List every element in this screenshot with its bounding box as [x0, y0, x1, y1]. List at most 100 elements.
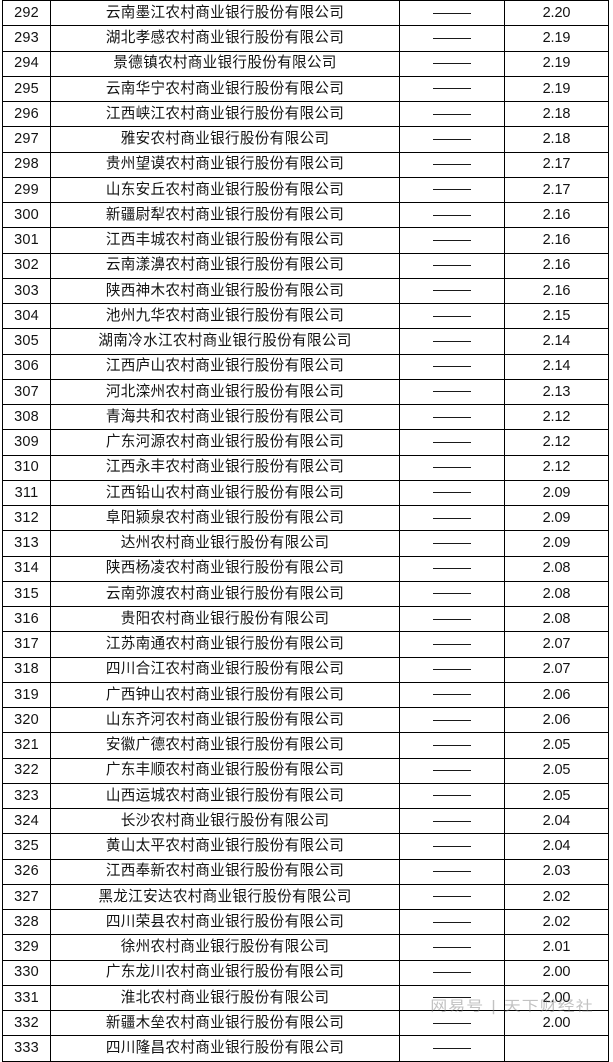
rank-cell: 299: [2, 176, 51, 204]
note-dash-cell: [399, 353, 505, 380]
value-cell: 2.20: [504, 0, 609, 27]
em-dash-icon: [433, 694, 471, 696]
rank-cell: 333: [2, 1035, 51, 1062]
table-row: 292 云南墨江农村商业银行股份有限公司 2.20: [2, 0, 609, 27]
em-dash-icon: [433, 744, 471, 746]
note-dash-cell: [399, 378, 505, 406]
rank-cell: 297: [2, 126, 51, 153]
note-dash-cell: [399, 126, 505, 153]
table-row: 303 陕西神木农村商业银行股份有限公司 2.16: [2, 277, 609, 305]
em-dash-icon: [433, 138, 471, 140]
rank-cell: 293: [2, 25, 51, 52]
table-row: 316 贵阳农村商业银行股份有限公司 2.08: [2, 605, 609, 633]
rank-cell: 320: [2, 706, 51, 734]
rank-cell: 295: [2, 75, 51, 103]
note-dash-cell: [399, 1009, 505, 1037]
bank-name-cell: 江西铅山农村商业银行股份有限公司: [50, 479, 400, 507]
bank-name-cell: 黑龙江安达农村商业银行股份有限公司: [50, 883, 400, 911]
bank-name-cell: 景德镇农村商业银行股份有限公司: [50, 50, 400, 77]
em-dash-icon: [433, 214, 471, 216]
note-dash-cell: [399, 908, 505, 936]
rank-cell: 311: [2, 479, 51, 507]
rank-cell: 321: [2, 732, 51, 759]
rank-cell: 325: [2, 833, 51, 860]
value-cell: 2.08: [504, 580, 609, 608]
value-cell: [504, 1035, 609, 1062]
bank-name-cell: 江苏南通农村商业银行股份有限公司: [50, 631, 400, 658]
bank-name-cell: 河北滦州农村商业银行股份有限公司: [50, 378, 400, 406]
rank-cell: 296: [2, 100, 51, 128]
value-cell: 2.03: [504, 858, 609, 885]
note-dash-cell: [399, 176, 505, 204]
rank-cell: 305: [2, 328, 51, 355]
bank-name-cell: 新疆木垒农村商业银行股份有限公司: [50, 1009, 400, 1037]
em-dash-icon: [433, 896, 471, 898]
rank-cell: 326: [2, 858, 51, 885]
note-dash-cell: [399, 883, 505, 911]
bank-name-cell: 广东河源农村商业银行股份有限公司: [50, 429, 400, 456]
bank-name-cell: 达州农村商业银行股份有限公司: [50, 530, 400, 557]
note-dash-cell: [399, 50, 505, 77]
rank-cell: 302: [2, 252, 51, 279]
table-row: 293 湖北孝感农村商业银行股份有限公司 2.19: [2, 25, 609, 52]
note-dash-cell: [399, 100, 505, 128]
bank-name-cell: 山东安丘农村商业银行股份有限公司: [50, 176, 400, 204]
value-cell: 2.05: [504, 782, 609, 810]
rank-cell: 330: [2, 959, 51, 986]
table-row: 327 黑龙江安达农村商业银行股份有限公司 2.02: [2, 883, 609, 911]
rank-cell: 323: [2, 782, 51, 810]
table-row: 329 徐州农村商业银行股份有限公司 2.01: [2, 934, 609, 961]
note-dash-cell: [399, 959, 505, 986]
bank-name-cell: 陕西杨凌农村商业银行股份有限公司: [50, 555, 400, 582]
table-row: 295 云南华宁农村商业银行股份有限公司 2.19: [2, 75, 609, 103]
note-dash-cell: [399, 807, 505, 835]
note-dash-cell: [399, 252, 505, 279]
bank-name-cell: 徐州农村商业银行股份有限公司: [50, 934, 400, 961]
rank-cell: 324: [2, 807, 51, 835]
em-dash-icon: [433, 871, 471, 873]
em-dash-icon: [433, 441, 471, 443]
note-dash-cell: [399, 1035, 505, 1062]
bank-name-cell: 安徽广德农村商业银行股份有限公司: [50, 732, 400, 759]
note-dash-cell: [399, 530, 505, 557]
bank-name-cell: 陕西神木农村商业银行股份有限公司: [50, 277, 400, 305]
em-dash-icon: [433, 88, 471, 90]
table-row: 324 长沙农村商业银行股份有限公司 2.04: [2, 807, 609, 835]
note-dash-cell: [399, 732, 505, 759]
note-dash-cell: [399, 580, 505, 608]
note-dash-cell: [399, 227, 505, 254]
note-dash-cell: [399, 0, 505, 27]
value-cell: 2.19: [504, 75, 609, 103]
rank-cell: 303: [2, 277, 51, 305]
note-dash-cell: [399, 757, 505, 784]
em-dash-icon: [433, 719, 471, 721]
em-dash-icon: [433, 265, 471, 267]
em-dash-icon: [433, 366, 471, 368]
note-dash-cell: [399, 403, 505, 431]
table-row: 296 江西峡江农村商业银行股份有限公司 2.18: [2, 100, 609, 128]
bank-name-cell: 广东丰顺农村商业银行股份有限公司: [50, 757, 400, 784]
table-row: 294 景德镇农村商业银行股份有限公司 2.19: [2, 50, 609, 77]
table-row: 298 贵州望谟农村商业银行股份有限公司 2.17: [2, 151, 609, 178]
em-dash-icon: [433, 164, 471, 166]
table-row: 310 江西永丰农村商业银行股份有限公司 2.12: [2, 454, 609, 481]
value-cell: 2.17: [504, 151, 609, 178]
table-row: 307 河北滦州农村商业银行股份有限公司 2.13: [2, 378, 609, 406]
value-cell: 2.07: [504, 631, 609, 658]
value-cell: 2.12: [504, 454, 609, 481]
em-dash-icon: [433, 315, 471, 317]
bank-name-cell: 江西峡江农村商业银行股份有限公司: [50, 100, 400, 128]
value-cell: 2.16: [504, 252, 609, 279]
rank-cell: 312: [2, 504, 51, 532]
note-dash-cell: [399, 151, 505, 178]
bank-name-cell: 湖南冷水江农村商业银行股份有限公司: [50, 328, 400, 355]
rank-cell: 298: [2, 151, 51, 178]
rank-cell: 309: [2, 429, 51, 456]
table-row: 330 广东龙川农村商业银行股份有限公司 2.00: [2, 959, 609, 986]
value-cell: 2.08: [504, 605, 609, 633]
value-cell: 2.12: [504, 429, 609, 456]
em-dash-icon: [433, 189, 471, 191]
note-dash-cell: [399, 479, 505, 507]
